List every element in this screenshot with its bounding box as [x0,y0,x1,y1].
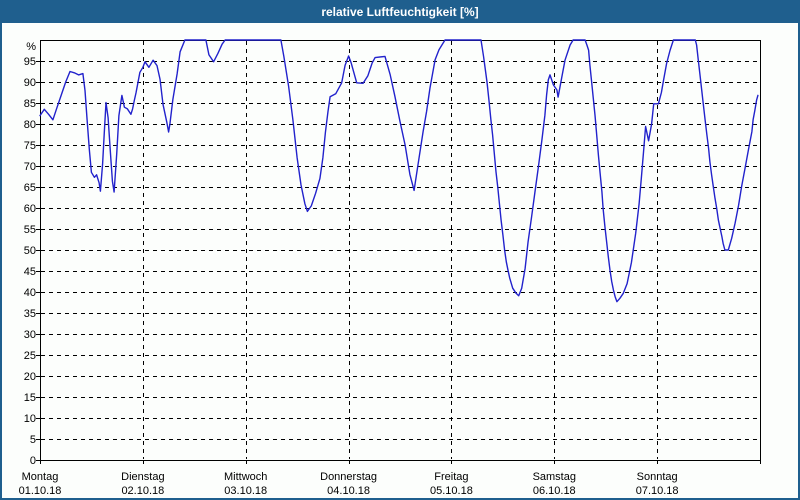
y-tick-label: 25 [24,350,36,362]
y-tick-label: 95 [24,56,36,68]
y-tick-label: 40 [24,287,36,299]
day-date-label: 04.10.18 [327,485,370,497]
day-name-label: Mittwoch [224,471,267,483]
day-date-label: 02.10.18 [121,485,164,497]
chart-title: relative Luftfeuchtigkeit [%] [321,4,479,19]
day-name-label: Donnerstag [320,471,377,483]
day-date-label: 01.10.18 [19,485,62,497]
y-tick-label: 10 [24,413,36,425]
y-tick-label: 0 [30,455,36,467]
day-name-label: Samstag [533,471,576,483]
y-tick-label: 90 [24,77,36,89]
y-tick-label: 70 [24,161,36,173]
y-tick-label: 5 [30,434,36,446]
y-tick-label: 45 [24,266,36,278]
y-tick-label: 15 [24,392,36,404]
day-name-label: Montag [22,471,59,483]
y-tick-label: 75 [24,140,36,152]
humidity-line [39,39,759,303]
day-date-label: 05.10.18 [430,485,473,497]
day-date-label: 03.10.18 [224,485,267,497]
y-tick-label: 80 [24,119,36,131]
y-unit-label: % [26,41,36,53]
y-tick-label: 50 [24,245,36,257]
plot-border [40,40,761,461]
day-name-label: Dienstag [121,471,164,483]
day-date-label: 06.10.18 [533,485,576,497]
chart-titlebar: relative Luftfeuchtigkeit [%] [0,0,800,23]
day-date-label: 07.10.18 [636,485,679,497]
day-name-label: Freitag [434,471,468,483]
y-tick-label: 85 [24,98,36,110]
y-tick-label: 20 [24,371,36,383]
y-tick-label: 60 [24,203,36,215]
y-tick-label: 35 [24,308,36,320]
day-name-label: Sonntag [637,471,678,483]
y-tick-label: 55 [24,224,36,236]
y-tick-label: 30 [24,329,36,341]
y-tick-label: 65 [24,182,36,194]
